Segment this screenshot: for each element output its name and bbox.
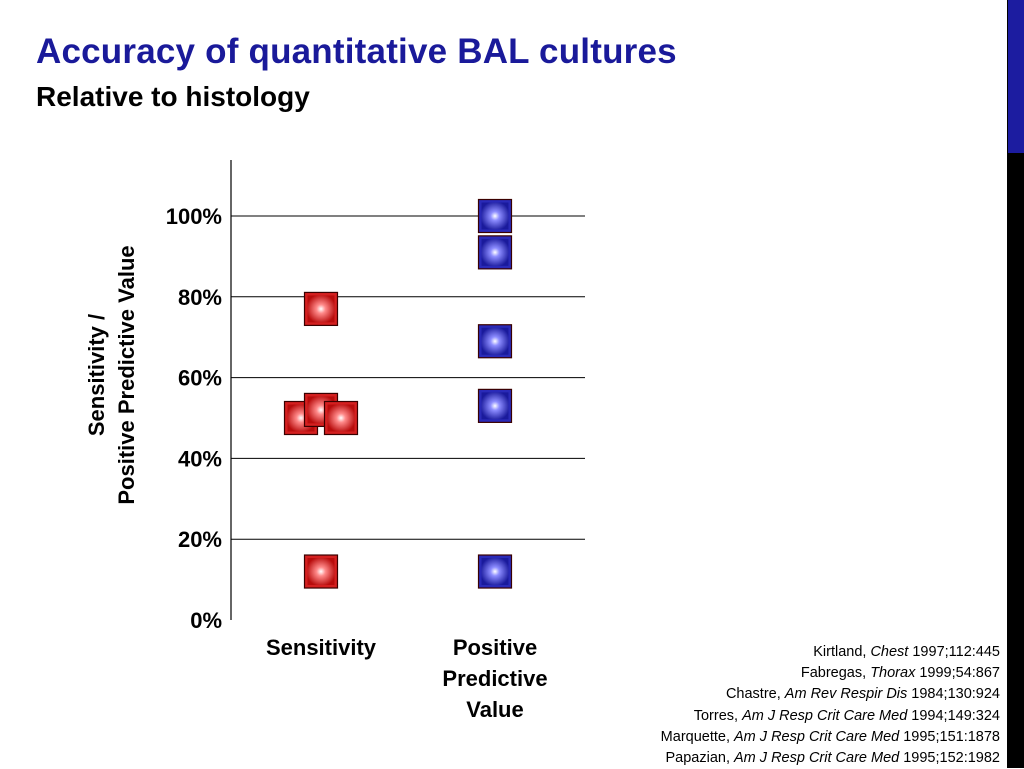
- y-tick-label: 60%: [178, 366, 222, 391]
- y-tick-labels: 0% 20% 40% 60% 80% 100%: [166, 204, 222, 633]
- y-tick-label: 0%: [190, 608, 222, 633]
- y-tick-label: 40%: [178, 446, 222, 471]
- ppv-point: [477, 554, 513, 589]
- y-axis-label: Sensitivity / Positive Predictive Value: [84, 245, 139, 504]
- reference-author: Kirtland,: [813, 644, 871, 660]
- reference-citation: 1995;152:1982: [899, 750, 1000, 767]
- x-category-label-line: Positive: [453, 635, 537, 660]
- x-category-label: Positive Predictive Value: [442, 635, 547, 722]
- reference-citation: 1994;149:324: [907, 707, 1000, 724]
- ppv-point: [477, 324, 513, 359]
- x-category-label: Sensitivity: [266, 635, 377, 660]
- marker-glow: [481, 202, 509, 230]
- reference-line: Kirtland, Chest 1997;112:445: [540, 642, 1000, 663]
- reference-journal: Am J Resp Crit Care Med: [734, 728, 900, 745]
- reference-line: Marquette, Am J Resp Crit Care Med 1995;…: [540, 727, 1000, 748]
- edge-bar: [1007, 0, 1024, 768]
- slide-subtitle: Relative to histology: [36, 81, 310, 112]
- marker-glow: [307, 295, 335, 323]
- y-tick-label: 100%: [166, 204, 222, 229]
- y-axis-title-line: Positive Predictive Value: [114, 245, 139, 504]
- marker-glow: [307, 558, 335, 586]
- y-tick-label: 20%: [178, 527, 222, 552]
- x-category-label-line: Sensitivity: [266, 635, 377, 660]
- marker-glow: [481, 238, 509, 266]
- reference-citation: 1997;112:445: [908, 644, 1000, 660]
- grid-lines: [231, 215, 585, 540]
- slide-title: Accuracy of quantitative BAL cultures: [36, 32, 677, 71]
- reference-author: Torres,: [693, 707, 743, 724]
- y-axis-title: Sensitivity / Positive Predictive Value: [84, 245, 139, 504]
- reference-author: Papazian,: [665, 750, 735, 767]
- sensitivity-point: [323, 400, 359, 436]
- reference-journal: Am J Resp Crit Care Med: [734, 750, 900, 767]
- sensitivity-point: [303, 291, 339, 327]
- ppv-point: [477, 235, 513, 270]
- y-tick-label: 80%: [178, 285, 222, 310]
- references-list: Kirtland, Chest 1997;112:445 Fabregas, Th…: [540, 642, 1000, 769]
- reference-journal: Thorax: [870, 665, 916, 682]
- reference-author: Marquette,: [660, 728, 735, 745]
- marker-glow: [481, 392, 509, 420]
- marker-glow: [481, 327, 509, 355]
- x-category-labels: Sensitivity Positive Predictive Value: [266, 635, 548, 722]
- reference-citation: 1995;151:1878: [899, 728, 1000, 745]
- reference-journal: Am Rev Respir Dis: [784, 686, 908, 703]
- ppv-point: [477, 198, 513, 234]
- reference-line: Papazian, Am J Resp Crit Care Med 1995;1…: [540, 748, 1000, 769]
- sensitivity-point: [303, 554, 339, 589]
- marker-glow: [327, 404, 355, 432]
- edge-accent: [1008, 0, 1024, 153]
- reference-author: Fabregas,: [800, 665, 871, 682]
- reference-journal: Chest: [870, 644, 909, 660]
- reference-line: Torres, Am J Resp Crit Care Med 1994;149…: [540, 706, 1000, 727]
- reference-line: Chastre, Am Rev Respir Dis 1984;130:924: [540, 684, 1000, 705]
- reference-author: Chastre,: [725, 686, 785, 703]
- marker-glow: [481, 558, 509, 586]
- data-points: [283, 198, 513, 589]
- reference-citation: 1984;130:924: [907, 686, 1000, 703]
- ppv-point: [477, 388, 513, 423]
- reference-journal: Am J Resp Crit Care Med: [742, 707, 908, 724]
- scatter-chart: 0%20%40%60%80%100% Sensitivity / Positive…: [84, 160, 585, 722]
- y-axis-title-line: Sensitivity /: [84, 314, 109, 436]
- reference-citation: 1999;54:867: [915, 665, 1000, 682]
- x-category-label-line: Predictive: [442, 666, 547, 691]
- reference-line: Fabregas, Thorax 1999;54:867: [540, 663, 1000, 684]
- x-category-label-line: Value: [466, 697, 523, 722]
